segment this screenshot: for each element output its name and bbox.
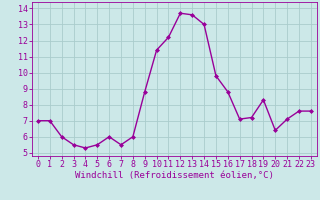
X-axis label: Windchill (Refroidissement éolien,°C): Windchill (Refroidissement éolien,°C) [75,171,274,180]
